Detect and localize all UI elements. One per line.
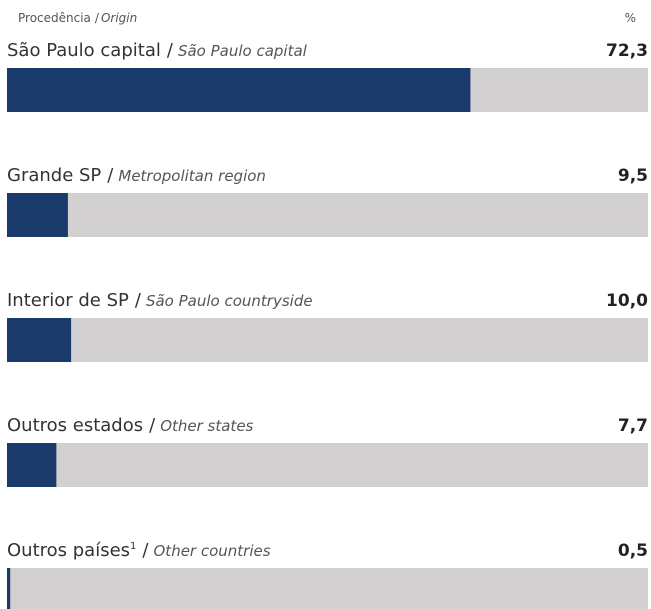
value-label: 10,0: [606, 291, 648, 311]
category-separator: /: [167, 40, 174, 61]
value-label: 72,3: [606, 41, 648, 61]
value-label: 9,5: [618, 166, 648, 186]
bar-track: [7, 443, 648, 487]
category-separator: /: [142, 540, 149, 561]
category-en: Metropolitan region: [118, 167, 266, 185]
category-pt: São Paulo capital: [7, 40, 161, 61]
category-en: São Paulo countryside: [146, 292, 313, 310]
header-separator: /: [95, 11, 100, 25]
bar: [7, 568, 11, 609]
header-en: Origin: [101, 11, 137, 25]
category-label: Interior de SP / São Paulo countryside: [7, 290, 313, 311]
bar-track: [7, 568, 648, 609]
category-pt: Outros países: [7, 540, 130, 561]
header-label: Procedência / Origin: [18, 11, 137, 25]
category-separator: /: [107, 165, 114, 186]
category-en: Other states: [160, 417, 253, 435]
category-label: Outros estados / Other states: [7, 415, 254, 436]
header-pt: Procedência: [18, 11, 91, 25]
category-en: Other countries: [154, 542, 271, 560]
bar: [7, 318, 72, 362]
category-label: Grande SP / Metropolitan region: [7, 165, 266, 186]
value-label: 7,7: [618, 416, 648, 436]
category-separator: /: [135, 290, 142, 311]
header-unit: %: [625, 11, 636, 25]
bar: [7, 193, 68, 237]
bar-track: [7, 318, 648, 362]
bar-track: [7, 193, 648, 237]
category-label: São Paulo capital / São Paulo capital: [7, 40, 308, 61]
value-label: 0,5: [618, 541, 648, 561]
category-pt: Interior de SP: [7, 290, 129, 311]
category-note: 1: [130, 541, 136, 552]
bar: [7, 68, 471, 112]
bar: [7, 443, 57, 487]
category-en: São Paulo capital: [178, 42, 308, 60]
category-pt: Outros estados: [7, 415, 143, 436]
category-label: Outros países1 / Other countries: [7, 540, 271, 561]
category-pt: Grande SP: [7, 165, 101, 186]
category-separator: /: [149, 415, 156, 436]
